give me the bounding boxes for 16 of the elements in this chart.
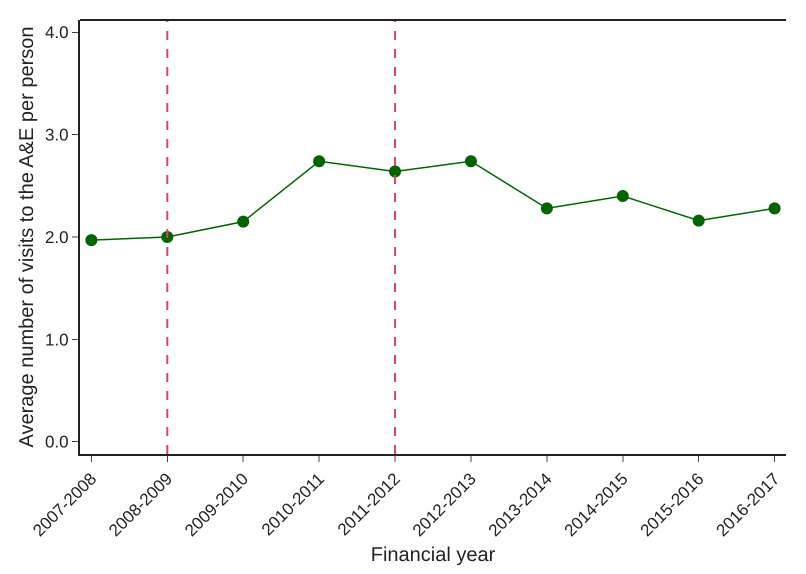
point <box>616 190 629 202</box>
y-tick-label: 2.0 <box>44 228 69 247</box>
y-tick-label: 1.0 <box>44 330 69 350</box>
point <box>85 234 98 246</box>
point <box>540 202 553 214</box>
point <box>464 155 477 168</box>
y-tick-label: 3.0 <box>44 126 69 145</box>
point <box>313 155 326 168</box>
point <box>389 165 402 178</box>
point <box>692 214 705 227</box>
y-tick-label: 4.0 <box>44 23 69 42</box>
point <box>768 202 781 214</box>
y-tick-label: 0.0 <box>44 432 69 452</box>
x-axis-title: Financial year <box>370 544 496 566</box>
y-axis-title: Average number of visits to the A&E per person <box>16 26 38 448</box>
point <box>237 216 250 228</box>
